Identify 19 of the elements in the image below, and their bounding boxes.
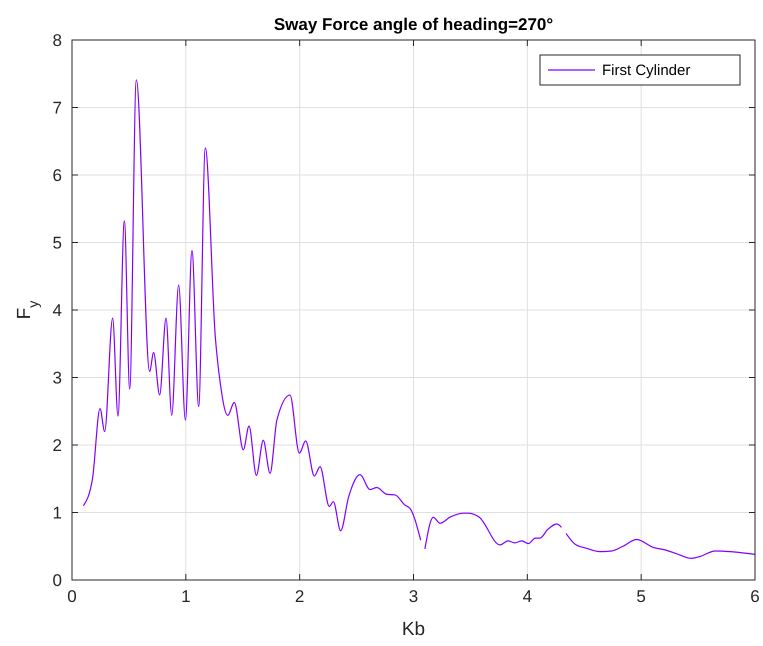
x-tick-label: 0 xyxy=(67,587,77,606)
x-tick-label: 3 xyxy=(408,587,418,606)
x-tick-label: 2 xyxy=(294,587,304,606)
legend-label: First Cylinder xyxy=(602,62,690,79)
x-tick-label: 4 xyxy=(522,587,532,606)
y-tick-label: 0 xyxy=(52,571,62,590)
y-tick-label: 8 xyxy=(52,31,62,50)
x-axis-title: Kb xyxy=(402,619,426,640)
y-tick-label: 1 xyxy=(52,504,62,522)
x-tick-label: 5 xyxy=(636,587,646,606)
chart-title: Sway Force angle of heading=270° xyxy=(274,15,554,34)
y-tick-label: 4 xyxy=(52,301,62,320)
y-tick-label: 6 xyxy=(52,166,62,185)
y-tick-label: 5 xyxy=(52,234,62,252)
y-tick-label: 2 xyxy=(52,436,62,455)
x-tick-label: 1 xyxy=(181,587,191,606)
y-tick-label: 7 xyxy=(52,98,62,118)
x-tick-label: 6 xyxy=(750,587,760,606)
y-tick-label: 3 xyxy=(52,368,62,388)
